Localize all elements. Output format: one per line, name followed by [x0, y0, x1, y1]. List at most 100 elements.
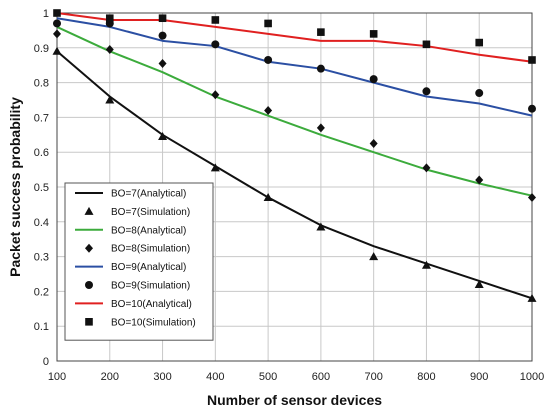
- legend-item: BO=8(Simulation): [85, 243, 190, 255]
- x-tick-label: 500: [259, 371, 277, 383]
- y-tick-label: 0: [43, 356, 49, 368]
- y-axis-ticks: 0 0.1 0.2 0.3 0.4 0.5 0.6 0.7 0.8 0.9 1: [34, 8, 49, 368]
- data-point: [317, 28, 325, 36]
- legend-item: BO=7(Analytical): [75, 189, 186, 200]
- data-point: [211, 90, 220, 100]
- data-point: [264, 19, 272, 28]
- series-4: [56, 17, 533, 117]
- data-point: [263, 192, 273, 201]
- y-tick-label: 0.2: [34, 286, 49, 298]
- data-point: [158, 58, 167, 68]
- data-point: [53, 29, 61, 39]
- data-point: [158, 31, 167, 40]
- x-tick-label: 1000: [520, 371, 544, 383]
- data-point: [264, 55, 273, 64]
- y-tick-label: 1: [43, 8, 49, 20]
- data-point: [528, 192, 536, 202]
- y-tick-label: 0.5: [34, 182, 49, 194]
- legend: BO=7(Analytical) BO=7(Simulation) BO=8(Ana…: [64, 182, 214, 341]
- series-line: [56, 17, 533, 117]
- legend-item: BO=9(Simulation): [85, 281, 190, 292]
- x-tick-label: 800: [417, 371, 435, 383]
- data-point: [53, 9, 61, 17]
- data-point: [528, 104, 536, 113]
- legend-label: BO=8(Analytical): [111, 225, 186, 236]
- plot-frame: [56, 12, 533, 362]
- x-tick-label: 900: [470, 371, 488, 383]
- series-6: [56, 12, 533, 63]
- legend-item: BO=7(Simulation): [84, 206, 190, 218]
- data-point: [422, 40, 431, 49]
- x-tick-label: 400: [206, 371, 224, 383]
- x-tick-label: 100: [48, 371, 66, 383]
- data-point: [210, 163, 220, 172]
- x-tick-label: 200: [101, 371, 119, 383]
- data-point: [105, 45, 114, 55]
- data-point: [211, 16, 220, 24]
- data-point: [105, 95, 115, 104]
- series-7: [53, 9, 536, 64]
- data-point: [474, 279, 484, 288]
- y-tick-label: 0.6: [34, 147, 49, 159]
- data-point: [53, 19, 61, 28]
- y-tick-label: 0.1: [34, 321, 49, 333]
- data-point: [369, 252, 379, 261]
- y-axis-title: Packet success probability: [7, 97, 23, 277]
- x-axis-title: Number of sensor devices: [207, 392, 382, 408]
- series-line: [56, 50, 533, 300]
- legend-item: BO=10(Simulation): [85, 317, 196, 328]
- data-point: [475, 38, 484, 47]
- x-tick-label: 300: [153, 371, 171, 383]
- series-2: [56, 26, 533, 197]
- x-axis-ticks: 100 200 300 400 500 600 700 800 900 1000: [48, 371, 544, 383]
- data-point: [369, 75, 378, 84]
- x-tick-label: 600: [312, 371, 330, 383]
- series-3: [53, 29, 536, 202]
- data-point: [316, 64, 325, 73]
- data-point: [316, 222, 326, 231]
- legend-label: BO=9(Analytical): [111, 262, 186, 273]
- data-point: [316, 123, 325, 133]
- legend-item: BO=8(Analytical): [75, 225, 186, 236]
- legend-label: BO=10(Simulation): [111, 317, 196, 328]
- data-point: [369, 30, 378, 38]
- y-tick-label: 0.4: [34, 217, 49, 229]
- series-line: [56, 26, 533, 197]
- data-point: [158, 132, 168, 141]
- legend-label: BO=7(Analytical): [111, 189, 186, 200]
- legend-item: BO=9(Analytical): [75, 262, 186, 273]
- data-point: [475, 89, 484, 98]
- legend-items: BO=7(Analytical) BO=7(Simulation) BO=8(Ana…: [75, 189, 196, 328]
- y-tick-label: 0.9: [34, 43, 49, 55]
- series-line: [56, 12, 533, 63]
- y-tick-label: 0.8: [34, 78, 49, 90]
- series-0: [56, 50, 533, 300]
- data-point: [527, 293, 537, 302]
- legend-item: BO=10(Analytical): [75, 299, 192, 310]
- legend-label: BO=7(Simulation): [111, 207, 190, 218]
- legend-label: BO=9(Simulation): [111, 281, 190, 292]
- y-tick-label: 0.7: [34, 112, 49, 124]
- data-point: [528, 56, 536, 64]
- data-point: [52, 46, 62, 55]
- legend-marker-swatch: [85, 281, 93, 289]
- legend-marker-swatch: [84, 206, 94, 215]
- data-point: [264, 105, 273, 115]
- y-tick-label: 0.3: [34, 252, 49, 264]
- legend-label: BO=8(Simulation): [111, 244, 190, 255]
- series: [52, 9, 537, 302]
- data-point: [211, 40, 220, 49]
- legend-label: BO=10(Analytical): [111, 299, 192, 310]
- data-point: [421, 260, 431, 269]
- data-point: [475, 175, 484, 185]
- legend-marker-swatch: [85, 243, 93, 253]
- data-point: [105, 14, 114, 23]
- data-point: [422, 163, 431, 173]
- data-point: [369, 139, 378, 148]
- data-point: [158, 14, 167, 23]
- legend-marker-swatch: [85, 318, 93, 326]
- x-tick-label: 700: [364, 371, 382, 383]
- data-point: [422, 87, 431, 96]
- series-1: [52, 46, 537, 302]
